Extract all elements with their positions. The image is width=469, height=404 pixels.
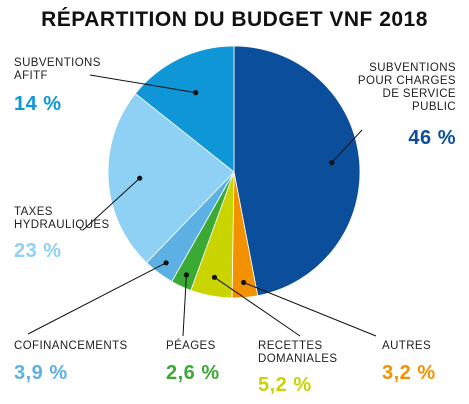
slice-label-recettes-domaniales: RECETTES DOMANIALES (258, 340, 338, 365)
leader-line-peages (182, 274, 187, 337)
leader-dot-taxes-hydrauliques (137, 175, 143, 181)
leader-dot-cofinancements (163, 260, 169, 266)
pie-slice-subventions-afitf (134, 45, 235, 173)
slice-label-subventions-afitf: SUBVENTIONS AFITF (14, 57, 101, 82)
slice-value-subventions-afitf: 14 % (14, 93, 62, 115)
slice-label-peages: PÉAGES (166, 340, 216, 352)
chart-title: RÉPARTITION DU BUDGET VNF 2018 (41, 8, 428, 31)
slice-value-recettes-domaniales: 5,2 % (258, 374, 312, 396)
leader-line-autres (243, 282, 377, 337)
slice-value-autres: 3,2 % (382, 362, 436, 384)
pie-slice-taxes-hydrauliques (107, 92, 235, 264)
leader-dot-subventions-afitf (193, 90, 199, 96)
leader-dot-subventions-service-public (329, 160, 335, 166)
leader-dot-recettes-domaniales (211, 274, 218, 280)
leader-line-subventions-afitf (89, 74, 196, 94)
slice-label-taxes-hydrauliques: TAXES HYDRAULIQUES (14, 206, 110, 231)
leader-line-taxes-hydrauliques (82, 177, 141, 231)
leader-line-cofinancements (27, 262, 167, 335)
slice-value-peages: 2,6 % (166, 362, 220, 384)
slice-label-subventions-service-public: SUBVENTIONS POUR CHARGES DE SERVICE PUBL… (357, 62, 456, 113)
leader-dot-peages (183, 272, 189, 278)
slice-value-taxes-hydrauliques: 23 % (14, 240, 62, 262)
slice-value-subventions-service-public: 46 % (408, 127, 456, 149)
slice-label-autres: AUTRES (382, 340, 432, 352)
slice-value-cofinancements: 3,9 % (14, 362, 68, 384)
leader-line-recettes-domaniales (214, 276, 301, 337)
leader-dot-autres (241, 279, 247, 286)
pie-slice-subventions-service-public (233, 45, 361, 297)
leader-line-subventions-service-public (331, 129, 363, 164)
slice-label-cofinancements: COFINANCEMENTS (14, 340, 128, 352)
